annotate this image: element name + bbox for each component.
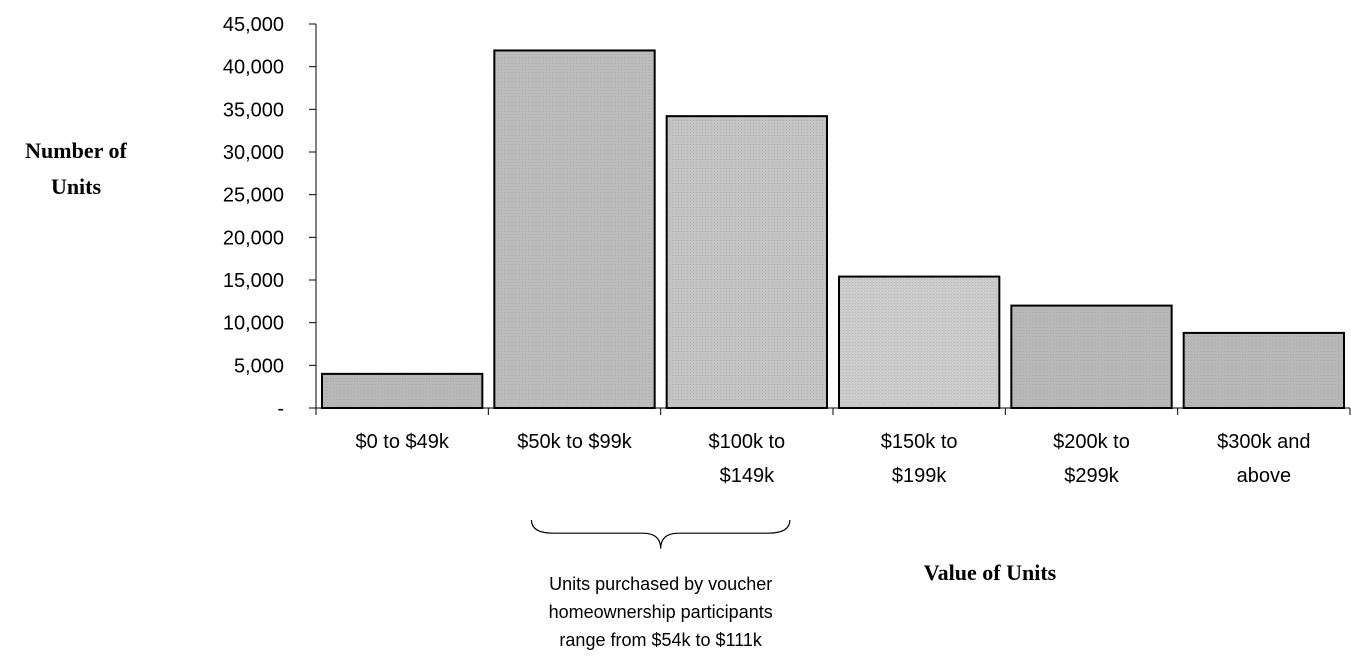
x-tick-label: $299k	[1064, 465, 1119, 487]
y-axis-title-line: Number of	[25, 138, 127, 163]
bar	[838, 275, 1001, 409]
y-tick-label: 20,000	[223, 227, 284, 249]
x-axis: $0 to $49k $50k to $99k $100k to $149k $150k…	[315, 407, 1351, 487]
bar	[1182, 331, 1345, 410]
x-axis-title: Value of Units	[924, 560, 1057, 585]
range-bracket	[530, 519, 791, 549]
x-tick-label: $0 to $49k	[355, 431, 449, 453]
x-tick-label: above	[1237, 465, 1292, 487]
y-tick-label: 25,000	[223, 185, 284, 207]
annotation: Units purchased by voucher homeownership …	[530, 519, 791, 650]
bar	[321, 372, 484, 410]
y-tick-label: -	[277, 398, 284, 420]
x-tick-label: $300k and	[1217, 431, 1310, 453]
bar	[493, 49, 656, 409]
bars	[321, 49, 1345, 410]
y-axis-title: Number of Units	[25, 138, 127, 199]
bar	[1010, 304, 1173, 410]
annotation-line: range from $54k to $111k	[559, 630, 762, 650]
y-axis: - 5,000 10,000 15,000 20,000 25,000 30,000 35,0…	[223, 14, 317, 420]
x-tick-label: $149k	[720, 465, 775, 487]
x-tick-label: $150k to	[881, 431, 958, 453]
x-tick-label: $200k to	[1053, 431, 1130, 453]
y-tick-label: 15,000	[223, 270, 284, 292]
y-tick-label: 45,000	[223, 14, 284, 36]
y-tick-label: 10,000	[223, 313, 284, 335]
y-tick-label: 5,000	[234, 355, 284, 377]
y-axis-title-line: Units	[51, 174, 102, 199]
y-tick-label: 30,000	[223, 142, 284, 164]
annotation-line: homeownership participants	[549, 602, 773, 622]
y-tick-label: 40,000	[223, 57, 284, 79]
x-tick-label: $50k to $99k	[517, 431, 633, 453]
x-tick-label: $100k to	[708, 431, 785, 453]
y-tick-label: 35,000	[223, 99, 284, 121]
x-tick-label: $199k	[892, 465, 947, 487]
bar	[665, 115, 829, 409]
annotation-line: Units purchased by voucher	[549, 574, 772, 594]
